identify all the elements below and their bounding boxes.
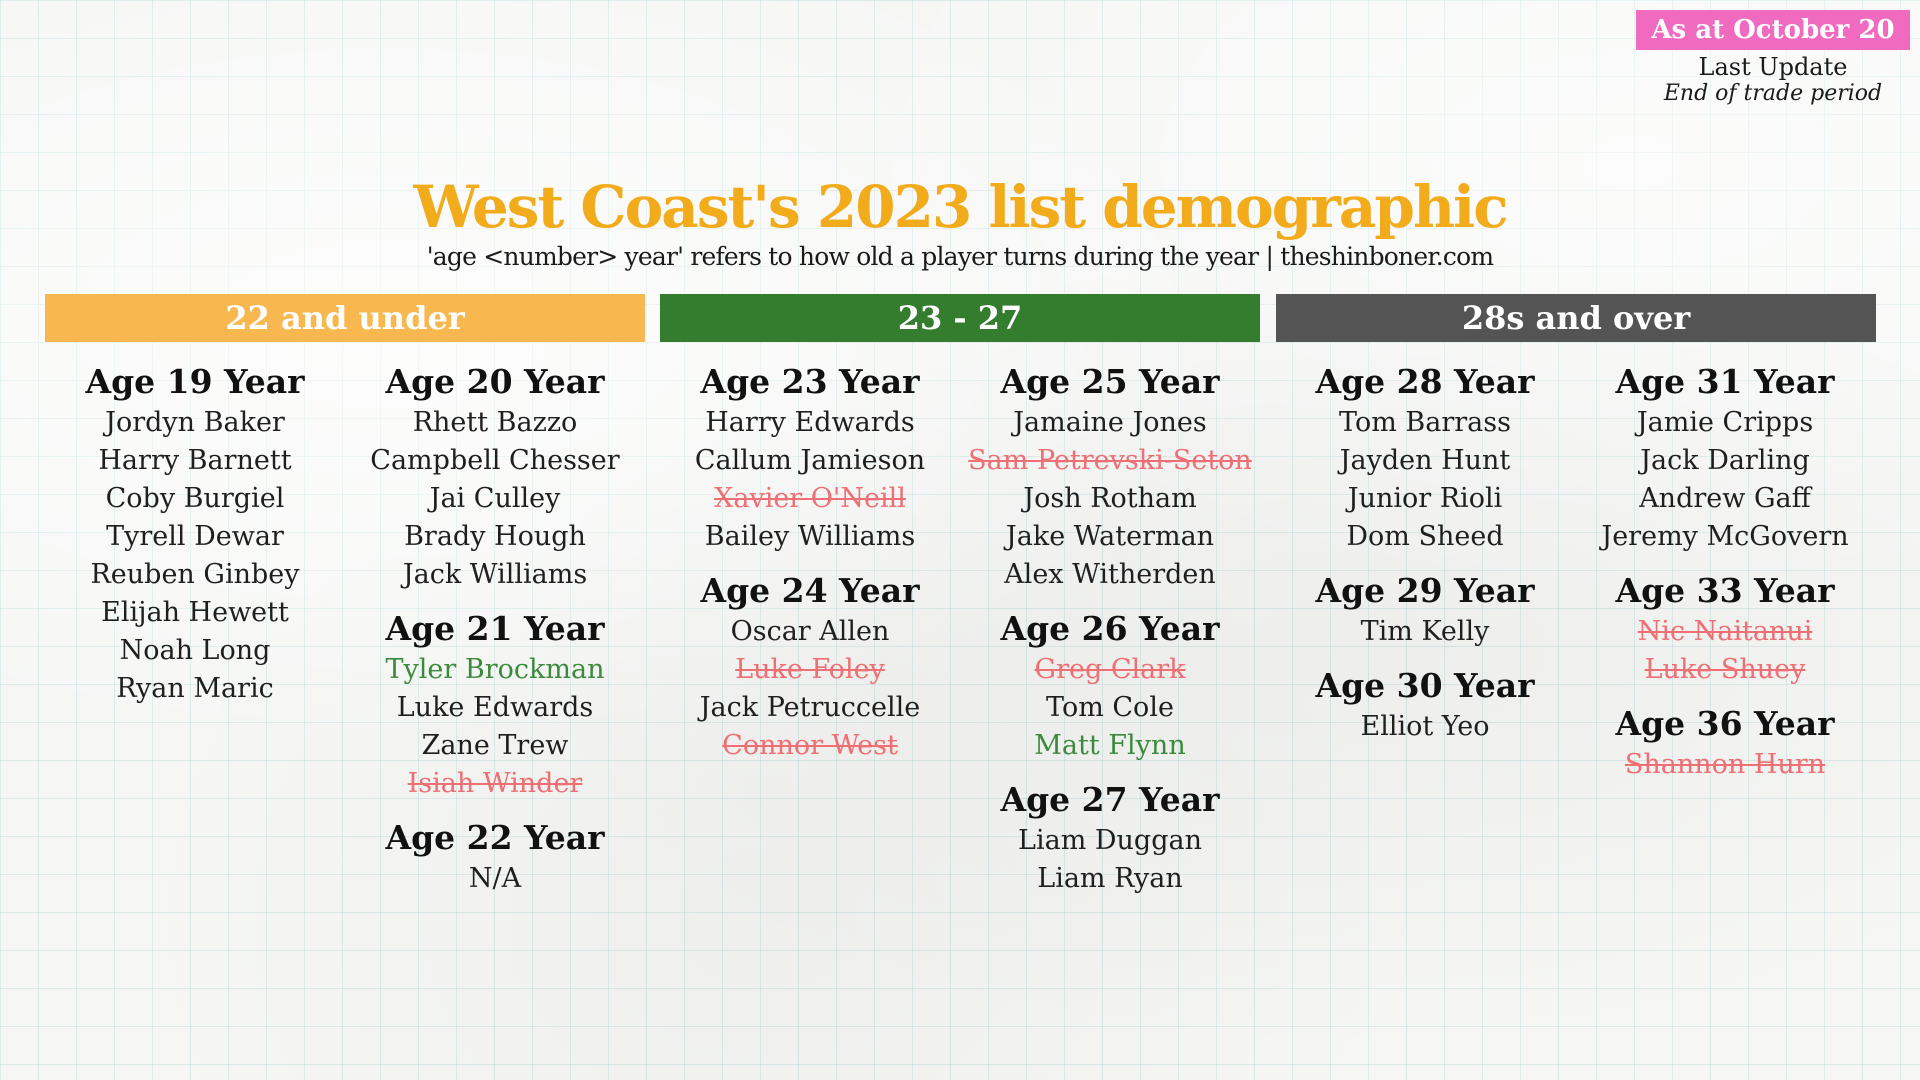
last-update-note: End of trade period — [1663, 81, 1883, 106]
player-name: N/A — [468, 863, 522, 894]
player-name: Luke Edwards — [396, 692, 594, 723]
player-name: Jamaine Jones — [1013, 407, 1207, 438]
player-name: Callum Jamieson — [694, 445, 926, 476]
player-name: Jack Darling — [1640, 445, 1810, 476]
player-name: Ryan Maric — [116, 673, 274, 704]
player-name: Josh Rotham — [1023, 483, 1197, 514]
player-name: Jayden Hunt — [1339, 445, 1511, 476]
last-update-label: Last Update — [1698, 53, 1848, 81]
player-name: Jake Waterman — [1005, 521, 1215, 552]
age-heading: Age 36 Year — [1615, 704, 1835, 743]
player-name: Jamie Cripps — [1636, 407, 1814, 438]
player-name: Zane Trew — [421, 730, 569, 761]
group-bar-over: 28s and over — [1276, 294, 1876, 342]
player-name: Junior Rioli — [1347, 483, 1503, 514]
age-heading: Age 26 Year — [1000, 609, 1220, 648]
player-name: Harry Barnett — [98, 445, 292, 476]
player-name: Xavier O'Neill — [714, 483, 906, 514]
player-name: Bailey Williams — [704, 521, 916, 552]
age-heading: Age 33 Year — [1615, 571, 1835, 610]
player-name: Dom Sheed — [1346, 521, 1504, 552]
player-name: Elliot Yeo — [1360, 711, 1490, 742]
player-name: Jack Petruccelle — [699, 692, 921, 723]
age-heading: Age 27 Year — [1000, 780, 1220, 819]
age-heading: Age 23 Year — [700, 362, 920, 401]
player-name: Alex Witherden — [1004, 559, 1216, 590]
age-heading: Age 31 Year — [1615, 362, 1835, 401]
player-name: Sam Petrevski-Seton — [968, 445, 1252, 476]
player-name: Connor West — [722, 730, 898, 761]
player-name: Coby Burgiel — [105, 483, 285, 514]
age-heading: Age 24 Year — [700, 571, 920, 610]
player-name: Nic Naitanui — [1637, 616, 1813, 647]
player-name: Reuben Ginbey — [90, 559, 300, 590]
player-name: Andrew Gaff — [1639, 483, 1811, 514]
player-name: Isiah Winder — [407, 768, 583, 799]
player-name: Noah Long — [119, 635, 271, 666]
player-name: Campbell Chesser — [370, 445, 620, 476]
date-badge: As at October 20 — [1636, 10, 1910, 50]
player-name: Jeremy McGovern — [1601, 521, 1849, 552]
page-title: West Coast's 2023 list demographic — [413, 173, 1508, 241]
age-column: Age 31 Year Jamie Cripps Jack Darling Andre… — [1575, 360, 1875, 784]
page-subtitle: 'age <number> year' refers to how old a … — [426, 242, 1494, 271]
player-name: Oscar Allen — [730, 616, 890, 647]
age-column: Age 23 Year Harry Edwards Callum Jamieson X… — [660, 360, 960, 765]
player-name: Luke Foley — [735, 654, 885, 685]
player-name: Jai Culley — [429, 483, 561, 514]
age-heading: Age 19 Year — [85, 362, 305, 401]
group-bar-middle: 23 - 27 — [660, 294, 1260, 342]
age-column: Age 20 Year Rhett Bazzo Campbell Chesser Ja… — [345, 360, 645, 898]
player-name: Matt Flynn — [1034, 730, 1186, 761]
age-heading: Age 25 Year — [1000, 362, 1220, 401]
player-name: Elijah Hewett — [101, 597, 289, 628]
age-heading: Age 29 Year — [1315, 571, 1535, 610]
age-heading: Age 21 Year — [385, 609, 605, 648]
age-heading: Age 28 Year — [1315, 362, 1535, 401]
player-name: Liam Duggan — [1018, 825, 1202, 856]
player-name: Tim Kelly — [1360, 616, 1490, 647]
player-name: Tom Barrass — [1339, 407, 1511, 438]
player-name: Brady Hough — [404, 521, 586, 552]
age-heading: Age 22 Year — [385, 818, 605, 857]
player-name: Tyler Brockman — [385, 654, 605, 685]
player-name: Rhett Bazzo — [412, 407, 578, 438]
age-heading: Age 20 Year — [385, 362, 605, 401]
player-name: Harry Edwards — [705, 407, 915, 438]
age-heading: Age 30 Year — [1315, 666, 1535, 705]
player-name: Greg Clark — [1034, 654, 1186, 685]
player-name: Liam Ryan — [1037, 863, 1183, 894]
age-column: Age 25 Year Jamaine Jones Sam Petrevski-Se… — [960, 360, 1260, 898]
group-bar-under: 22 and under — [45, 294, 645, 342]
age-column: Age 28 Year Tom Barrass Jayden Hunt Junior … — [1275, 360, 1575, 746]
player-name: Jack Williams — [402, 559, 588, 590]
player-name: Luke Shuey — [1644, 654, 1806, 685]
player-name: Jordyn Baker — [105, 407, 285, 438]
player-name: Tyrell Dewar — [106, 521, 284, 552]
player-name: Shannon Hurn — [1624, 749, 1826, 780]
age-column: Age 19 Year Jordyn Baker Harry Barnett Coby… — [45, 360, 345, 708]
player-name: Tom Cole — [1046, 692, 1174, 723]
